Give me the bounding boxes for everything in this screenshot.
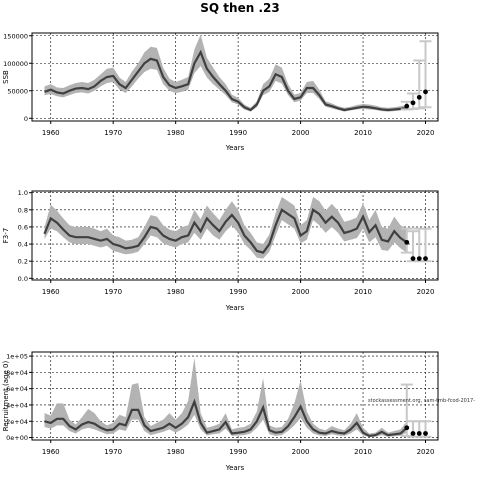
x-tick-label: 1960: [42, 129, 60, 137]
x-tick-label: 2010: [354, 448, 372, 456]
x-tick-label: 1990: [229, 288, 247, 296]
plot-frame: [31, 190, 439, 281]
projection-point: [423, 256, 428, 262]
projection-point: [404, 103, 410, 109]
x-tick-label: 2020: [417, 129, 435, 137]
y-tick-label: 50000: [7, 87, 28, 95]
confidence-band: [44, 34, 407, 112]
x-tick-label: 1960: [42, 448, 60, 456]
projection-point: [423, 89, 428, 95]
projection-point: [404, 425, 410, 431]
page-title: SQ then .23: [200, 1, 280, 15]
projection-point: [410, 100, 416, 106]
plot-frame: [31, 32, 439, 122]
x-tick-label: 2010: [354, 288, 372, 296]
plot-frame: [31, 351, 439, 441]
watermark: stockassessment.org, sam-tmb-fcod-2017-: [368, 398, 475, 404]
confidence-band: [44, 196, 407, 259]
x-tick-label: 2020: [417, 288, 435, 296]
projection-point: [416, 431, 422, 436]
y-tick-label: 1.0: [18, 189, 28, 197]
y-tick-label: 6e+04: [6, 385, 28, 393]
y-tick-label: 150000: [3, 32, 28, 40]
x-tick-label: 2000: [292, 129, 310, 137]
chart-panel-2: 1960 1970 1980 1990 2000 2010 2020 0.0 0.2 0.4 0.6…: [2, 189, 439, 312]
projection-point: [423, 431, 428, 436]
projection-point: [410, 431, 416, 436]
x-axis-label: Years: [225, 144, 245, 152]
y-tick-label: 0.0: [18, 275, 28, 283]
estimate-line: [44, 398, 408, 438]
y-axis-label: Recruitment (age 0): [2, 361, 10, 432]
y-tick-label: 1e+05: [6, 353, 28, 361]
estimate-line: [43, 208, 408, 254]
chart-panel-3: 1960 1970 1980 1990 2000 2010 2020 0e+00 2e+04 4e…: [2, 351, 439, 472]
y-tick-label: 4e+04: [6, 401, 28, 409]
x-tick-label: 1970: [104, 288, 122, 296]
projection-point: [416, 94, 422, 100]
x-tick-label: 1970: [104, 129, 122, 137]
x-tick-label: 1990: [229, 448, 247, 456]
estimate-line: [44, 49, 407, 112]
chart-panel-1: 1960 1970 1980 1990 2000 2010 2020 0 50000 100000…: [2, 32, 439, 152]
y-tick-label: 0.6: [18, 223, 28, 231]
y-tick-label: 8e+04: [6, 369, 28, 377]
x-tick-label: 1980: [167, 288, 185, 296]
projection-point: [404, 239, 410, 245]
projection-point: [416, 256, 422, 262]
x-axis-label: Years: [225, 304, 245, 312]
x-tick-label: 1980: [167, 448, 185, 456]
confidence-band: [44, 357, 407, 438]
y-axis-label: F3-7: [2, 228, 10, 243]
x-tick-label: 2000: [292, 448, 310, 456]
x-tick-label: 1960: [42, 288, 60, 296]
y-tick-label: 0: [24, 115, 28, 123]
x-tick-label: 1980: [167, 129, 185, 137]
projection-point: [410, 256, 416, 262]
y-tick-label: 100000: [3, 60, 28, 68]
y-tick-label: 0.4: [18, 241, 28, 249]
x-tick-label: 1990: [229, 129, 247, 137]
x-axis-label: Years: [225, 464, 245, 472]
y-tick-label: 0.2: [18, 258, 28, 266]
x-tick-label: 1970: [104, 448, 122, 456]
y-tick-label: 0e+00: [6, 434, 28, 442]
y-axis-label: SSB: [2, 70, 10, 84]
y-tick-label: 0.8: [18, 206, 28, 214]
x-tick-label: 2010: [354, 129, 372, 137]
x-tick-label: 2020: [417, 448, 435, 456]
x-tick-label: 2000: [292, 288, 310, 296]
y-tick-label: 2e+04: [6, 418, 28, 426]
